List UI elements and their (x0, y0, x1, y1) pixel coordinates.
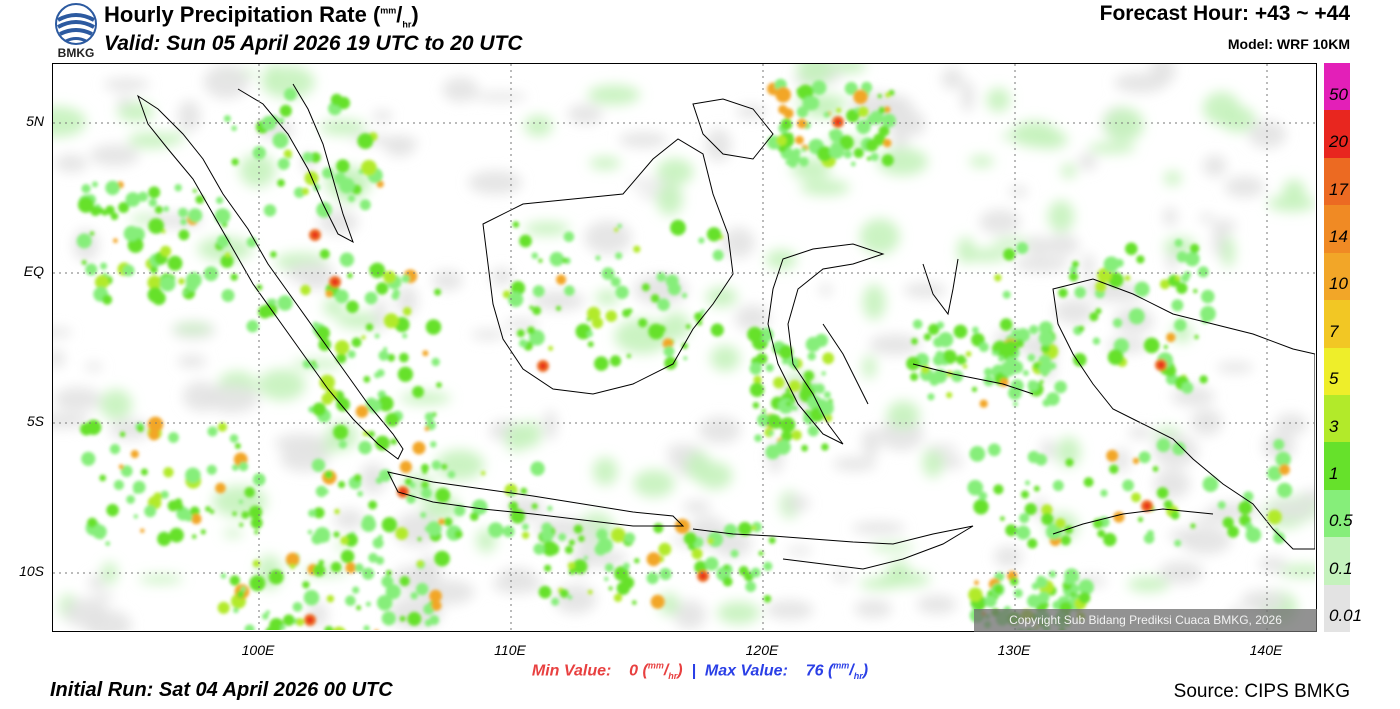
legend-label: 50 (1329, 84, 1348, 104)
lat-label-eq: EQ (23, 263, 44, 279)
legend-swatch (1324, 394, 1350, 443)
lon-label-130e: 130E (997, 642, 1031, 658)
borneo-coast (482, 138, 734, 395)
forecast-hour: Forecast Hour: +43 ~ +44 (1099, 2, 1350, 25)
logo-text: BMKG (57, 46, 95, 60)
coastlines (137, 83, 1316, 570)
initial-run: Initial Run: Sat 04 April 2026 00 UTC (50, 679, 393, 701)
legend-label: 5 (1329, 369, 1339, 389)
copyright-notice: Copyright Sub Bidang Prediksi Cuaca BMKG… (974, 609, 1317, 632)
legend-label: 20 (1329, 132, 1348, 152)
legend-label: 0.01 (1329, 606, 1363, 626)
chart-title: Hourly Precipitation Rate (mm/hr) (104, 2, 419, 30)
color-legend (1324, 63, 1350, 633)
min-value-label: Min Value: (531, 662, 612, 680)
lon-label-100e: 100E (241, 642, 275, 658)
lat-label-10s: 10S (19, 563, 44, 579)
separator: | (691, 662, 696, 680)
legend-label: 17 (1329, 179, 1348, 199)
legend-label: 0.1 (1329, 558, 1353, 578)
legend-label: 10 (1329, 274, 1348, 294)
malay-peninsula-coast (237, 83, 354, 244)
precipitation-map (30, 52, 1327, 641)
rain-cells (76, 78, 1293, 641)
legend-label: 1 (1329, 464, 1339, 484)
lon-label-140e: 140E (1249, 642, 1283, 658)
legend-label: 14 (1329, 226, 1348, 246)
legend-label: 3 (1329, 416, 1339, 436)
legend-swatch (1324, 537, 1350, 586)
sulawesi-coast (767, 243, 885, 445)
legend-swatch (1324, 442, 1350, 491)
legend-swatch (1324, 300, 1350, 348)
new-guinea-coast (1052, 278, 1316, 550)
legend-swatch (1324, 157, 1350, 206)
min-max-values: Min Value: 0 (mm/hr) | Max Value: 76 (mm… (531, 661, 869, 682)
lon-label-120e: 120E (745, 642, 779, 658)
lat-label-5n: 5N (26, 113, 44, 129)
legend-swatch (1324, 347, 1350, 396)
sumatra-coast (137, 94, 404, 460)
min-value: 0 (629, 662, 639, 680)
lon-label-110e: 110E (494, 642, 526, 658)
legend-swatch (1324, 489, 1350, 538)
map-canvas (30, 52, 1327, 641)
bmkg-logo-icon (55, 3, 97, 45)
legend-swatch (1324, 110, 1350, 159)
source: Source: CIPS BMKG (1173, 681, 1350, 702)
bmkg-logo: BMKG (52, 2, 100, 60)
java-coast (387, 471, 685, 527)
max-value-label: Max Value: (704, 662, 788, 680)
legend-swatch (1324, 252, 1350, 301)
maluku-coast (912, 258, 1034, 395)
lesser-sunda-coast (692, 525, 974, 570)
valid-time: Valid: Sun 05 April 2026 19 UTC to 20 UT… (104, 32, 523, 55)
mindanao-coast (692, 98, 774, 160)
legend-label: 0.5 (1329, 511, 1353, 531)
legend-label: 7 (1329, 321, 1339, 341)
graticule (53, 64, 1315, 630)
max-value: 76 (805, 662, 824, 680)
legend-swatch (1324, 584, 1350, 633)
model-name: Model: WRF 10KM (1227, 36, 1350, 52)
legend-swatch (1324, 63, 1350, 111)
lat-label-5s: 5S (26, 413, 44, 429)
legend-swatch (1324, 205, 1350, 254)
